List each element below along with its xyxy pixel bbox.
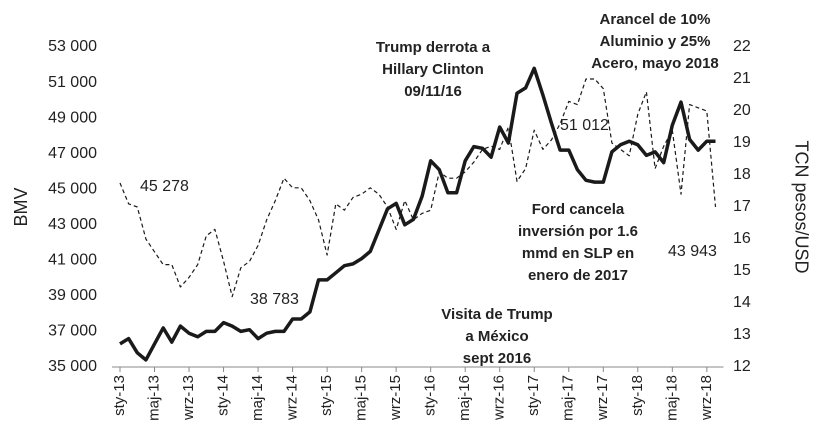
x-tick-label: wrz-17 xyxy=(594,375,611,421)
x-tick-label: wrz-13 xyxy=(180,375,197,421)
y-tick-label: 49 000 xyxy=(48,109,97,126)
y-axis-title: BMV xyxy=(11,187,31,226)
x-tick-label: maj-15 xyxy=(353,375,370,421)
annotation: inversión por 1.6 xyxy=(518,223,638,240)
y-tick-label: 39 000 xyxy=(48,287,97,304)
y2-tick-label: 20 xyxy=(733,102,751,119)
annotation: 45 278 xyxy=(140,178,189,195)
y-tick-label: 45 000 xyxy=(48,180,97,197)
annotation: mmd en SLP en xyxy=(522,245,634,262)
annotation: Visita de Trump xyxy=(441,306,552,323)
y-tick-label: 53 000 xyxy=(48,38,97,55)
annotation: Ford cancela xyxy=(532,201,625,218)
y2-tick-label: 12 xyxy=(733,358,751,375)
x-tick-label: sty-16 xyxy=(422,375,439,416)
annotation: Acero, mayo 2018 xyxy=(591,55,719,72)
annotation: 51 012 xyxy=(560,117,609,134)
annotation: 38 783 xyxy=(250,291,299,308)
annotation: sept 2016 xyxy=(463,350,531,367)
x-tick-label: maj-14 xyxy=(249,375,266,421)
y2-tick-label: 21 xyxy=(733,70,751,87)
annotation: enero de 2017 xyxy=(528,267,628,284)
annotation: Arancel de 10% xyxy=(600,11,711,28)
series-line xyxy=(119,66,716,362)
x-tick-label: sty-15 xyxy=(318,375,335,416)
y2-tick-label: 16 xyxy=(733,230,751,247)
y2-tick-label: 17 xyxy=(733,198,751,215)
x-tick-label: wrz-14 xyxy=(284,375,301,421)
x-tick-label: sty-14 xyxy=(215,375,232,416)
y2-axis-title: TCN pesos/USD xyxy=(791,140,811,273)
x-tick-label: maj-17 xyxy=(560,375,577,421)
y-tick-label: 37 000 xyxy=(48,323,97,340)
y-tick-label: 47 000 xyxy=(48,145,97,162)
x-tick-label: sty-18 xyxy=(629,375,646,416)
y2-tick-label: 19 xyxy=(733,134,751,151)
annotation: Trump derrota a xyxy=(376,39,491,56)
x-tick-label: wrz-16 xyxy=(491,375,508,421)
y-tick-label: 35 000 xyxy=(48,358,97,375)
x-tick-label: maj-18 xyxy=(663,375,680,421)
y2-tick-label: 15 xyxy=(733,262,751,279)
y-tick-label: 51 000 xyxy=(48,74,97,91)
x-tick-label: wrz-15 xyxy=(387,375,404,421)
y-tick-label: 41 000 xyxy=(48,252,97,269)
y2-tick-label: 14 xyxy=(733,294,751,311)
y-tick-label: 43 000 xyxy=(48,216,97,233)
annotation: 09/11/16 xyxy=(404,83,462,100)
x-tick-label: sty-17 xyxy=(525,375,542,416)
y2-tick-label: 18 xyxy=(733,166,751,183)
annotation: a México xyxy=(465,328,528,345)
series-line xyxy=(119,78,717,298)
x-tick-label: wrz-18 xyxy=(698,375,715,421)
x-tick-label: maj-16 xyxy=(456,375,473,421)
y2-tick-label: 13 xyxy=(733,326,751,343)
annotation: 43 943 xyxy=(668,243,717,260)
x-tick-label: maj-13 xyxy=(145,375,162,421)
annotation: Hillary Clinton xyxy=(382,61,484,78)
annotation: Aluminio y 25% xyxy=(600,33,711,50)
x-tick-label: sty-13 xyxy=(111,375,128,416)
y2-tick-label: 22 xyxy=(733,38,751,55)
